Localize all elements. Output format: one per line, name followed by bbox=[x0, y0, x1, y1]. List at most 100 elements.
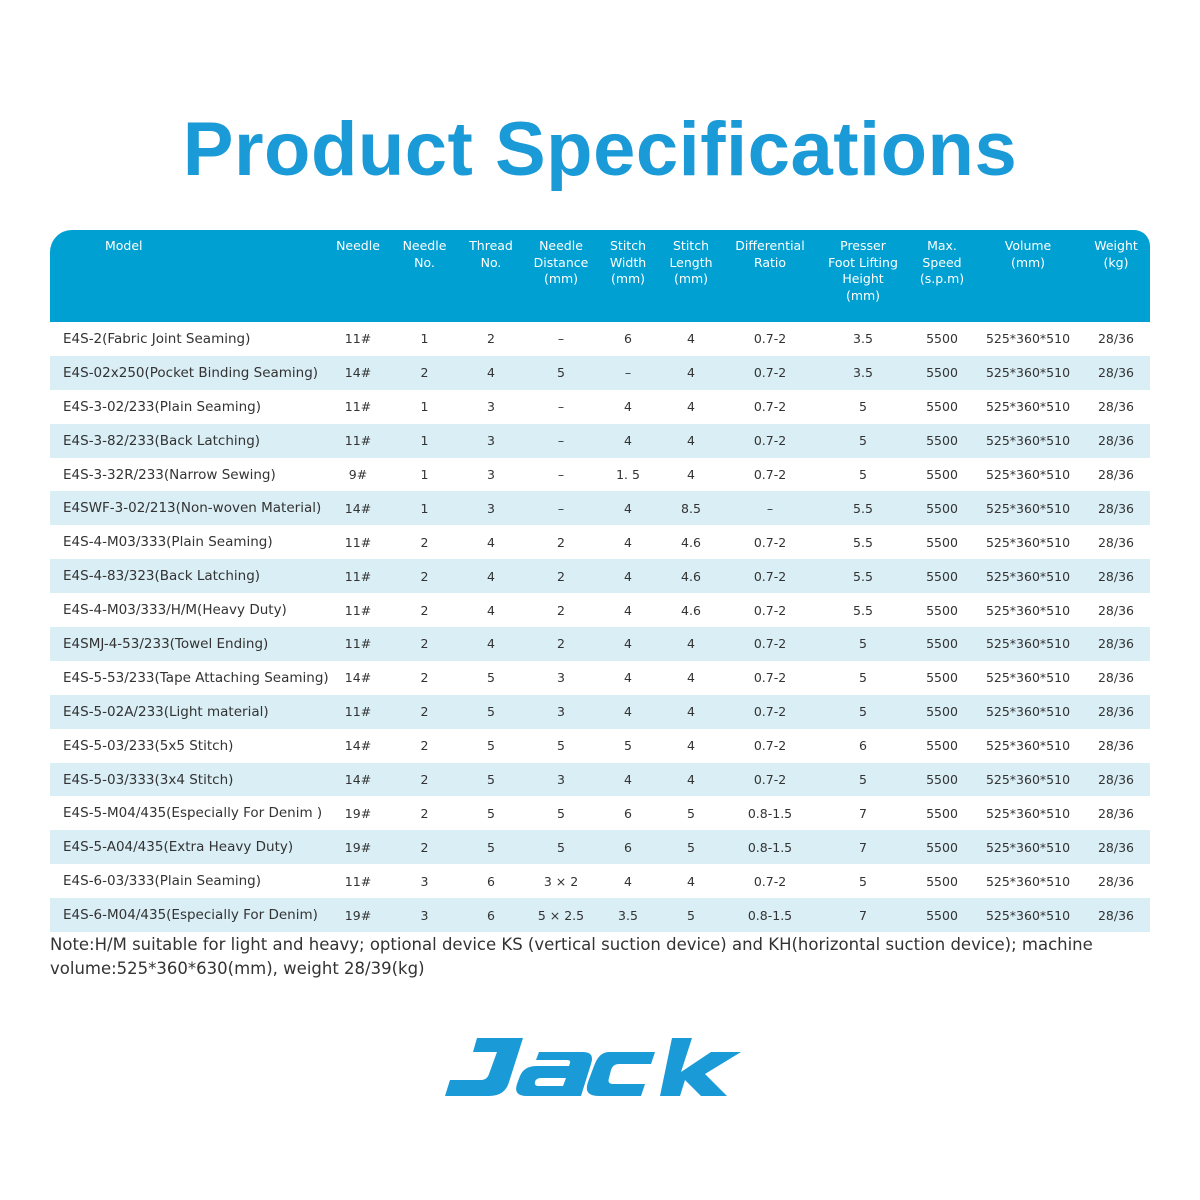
table-cell: 3 bbox=[557, 704, 565, 720]
table-cell: – bbox=[557, 433, 565, 449]
table-cell: 525*360*510 bbox=[985, 433, 1071, 449]
table-cell: 4 bbox=[487, 365, 495, 381]
table-cell: 525*360*510 bbox=[985, 772, 1071, 788]
table-cell: 5500 bbox=[926, 602, 958, 618]
table-row: E4S-5-A04/435(Extra Heavy Duty) 19# 2 5 5 6 5 0… bbox=[50, 830, 1150, 865]
table-cell: 2 bbox=[420, 568, 429, 584]
table-cell: 0.7-2 bbox=[753, 467, 787, 482]
table-cell: 2 bbox=[420, 670, 429, 686]
table-cell: 5 bbox=[859, 433, 867, 449]
table-row: E4S-2(Fabric Joint Seaming) 11# 1 2 – 6 4 0.7-2… bbox=[50, 322, 1150, 356]
table-cell: 28/36 bbox=[1097, 399, 1135, 415]
table-cell: 5500 bbox=[926, 636, 958, 652]
model-cell: E4S-5-M04/435(Especially For Denim ) bbox=[63, 805, 323, 822]
table-cell: 3 bbox=[487, 467, 495, 482]
column-header: Differential Ratio bbox=[735, 238, 805, 270]
table-cell: 4 bbox=[624, 636, 632, 652]
table-cell: 0.7-2 bbox=[753, 738, 787, 754]
table-cell: 14# bbox=[344, 670, 372, 686]
model-cell: E4S-6-03/333(Plain Seaming) bbox=[63, 873, 261, 890]
table-cell: 2 bbox=[557, 568, 565, 584]
model-cell: E4S-3-32R/233(Narrow Sewing) bbox=[63, 466, 276, 483]
table-cell: 28/36 bbox=[1097, 365, 1135, 381]
table-cell: 525*360*510 bbox=[985, 704, 1071, 720]
table-cell: 3 × 2 bbox=[543, 873, 579, 889]
table-cell: 4.6 bbox=[681, 534, 701, 550]
table-cell: 0.7-2 bbox=[753, 602, 787, 618]
column-header: Presser Foot Lifting Height (mm) bbox=[828, 238, 898, 303]
footnote: Note:H/M suitable for light and heavy; o… bbox=[50, 935, 1093, 978]
table-cell: 6 bbox=[624, 839, 632, 855]
table-cell: 1 bbox=[420, 467, 429, 482]
table-cell: 0.8-1.5 bbox=[747, 805, 793, 821]
table-row: E4S-6-M04/435(Especially For Denim) 19# 3 6… bbox=[50, 898, 1150, 933]
table-cell: – bbox=[557, 331, 565, 347]
table-cell: 5 bbox=[487, 805, 495, 821]
table-cell: 2 bbox=[420, 738, 429, 754]
table-cell: 11# bbox=[344, 534, 372, 550]
table-cell: 2 bbox=[420, 839, 429, 855]
table-cell: 4 bbox=[624, 500, 632, 516]
table-cell: 4 bbox=[687, 636, 695, 652]
table-cell: 5 bbox=[687, 805, 695, 821]
table-cell: 5 bbox=[687, 839, 695, 855]
table-cell: 0.7-2 bbox=[753, 365, 787, 381]
table-row: E4S-4-M03/333(Plain Seaming) 11# 2 4 2 4 4.6 0.… bbox=[50, 525, 1150, 560]
table-cell: 5500 bbox=[926, 704, 958, 720]
table-cell: 5 bbox=[487, 738, 495, 754]
column-header: Needle Distance (mm) bbox=[533, 238, 589, 286]
table-cell: 525*360*510 bbox=[985, 805, 1071, 821]
table-cell: 5 bbox=[557, 805, 565, 821]
table-cell: 3 bbox=[487, 399, 495, 415]
table-cell: 5 bbox=[859, 873, 867, 889]
table-cell: 28/36 bbox=[1097, 772, 1135, 788]
table-cell: 4 bbox=[624, 602, 632, 618]
table-row: E4S-6-03/333(Plain Seaming) 11# 3 6 3 × 2 4 4 0… bbox=[50, 864, 1150, 899]
table-cell: 5 bbox=[487, 670, 495, 686]
table-cell: – bbox=[557, 467, 565, 482]
table-cell: 4.6 bbox=[681, 568, 701, 584]
table-cell: 0.7-2 bbox=[753, 534, 787, 550]
table-cell: 3 bbox=[557, 670, 565, 686]
table-cell: 7 bbox=[859, 907, 867, 923]
table-cell: 28/36 bbox=[1097, 907, 1135, 923]
table-cell: 4 bbox=[687, 331, 695, 347]
table-cell: 2 bbox=[420, 805, 429, 821]
table-body: E4S-2(Fabric Joint Seaming) 11# 1 2 – 6 4 0.7-2… bbox=[50, 322, 1150, 933]
table-cell: 19# bbox=[344, 839, 372, 855]
column-header: Thread No. bbox=[469, 238, 513, 270]
table-row: E4S-3-32R/233(Narrow Sewing) 9# 1 3 – 1. 5 4 0.… bbox=[50, 457, 1150, 492]
table-cell: 525*360*510 bbox=[985, 873, 1071, 889]
model-cell: E4S-4-M03/333(Plain Seaming) bbox=[63, 534, 273, 551]
table-cell: 7 bbox=[859, 839, 867, 855]
table-cell: 2 bbox=[420, 704, 429, 720]
table-cell: 525*360*510 bbox=[985, 500, 1071, 516]
table-cell: 525*360*510 bbox=[985, 670, 1071, 686]
table-row: E4S-5-03/233(5x5 Stitch) 14# 2 5 5 5 4 0.7-2 6 55… bbox=[50, 728, 1150, 763]
table-cell: 5 bbox=[487, 704, 495, 720]
table-cell: 0.7-2 bbox=[753, 399, 787, 415]
table-cell: 0.7-2 bbox=[753, 636, 787, 652]
table-cell: 5 bbox=[859, 704, 867, 720]
table-cell: 5500 bbox=[926, 839, 958, 855]
model-cell: E4S-5-A04/435(Extra Heavy Duty) bbox=[63, 839, 294, 856]
table-cell: 5500 bbox=[926, 534, 958, 550]
table-cell: 525*360*510 bbox=[985, 534, 1071, 550]
table-cell: 5 bbox=[487, 839, 495, 855]
table-row: E4S-5-03/333(3x4 Stitch) 14# 2 5 3 4 4 0.7-2 5 55… bbox=[50, 762, 1150, 797]
table-cell: 6 bbox=[624, 331, 632, 347]
table-row: E4S-4-M03/333/H/M(Heavy Duty) 11# 2 4 2 4 4.6 0… bbox=[50, 593, 1150, 628]
table-cell: 19# bbox=[344, 805, 372, 821]
table-cell: 5 bbox=[487, 772, 495, 788]
table-cell: 28/36 bbox=[1097, 839, 1135, 855]
table-cell: – bbox=[624, 365, 632, 381]
table-cell: – bbox=[766, 500, 774, 516]
table-cell: 5500 bbox=[926, 805, 958, 821]
table-cell: 525*360*510 bbox=[985, 602, 1071, 618]
table-cell: 9# bbox=[348, 467, 368, 482]
table-cell: 2 bbox=[420, 534, 429, 550]
column-header: Stitch Length (mm) bbox=[669, 238, 713, 286]
table-cell: 28/36 bbox=[1097, 433, 1135, 449]
table-row: E4S-3-82/233(Back Latching) 11# 1 3 – 4 4 0.7-2… bbox=[50, 423, 1150, 458]
column-header: Stitch Width (mm) bbox=[609, 238, 647, 286]
